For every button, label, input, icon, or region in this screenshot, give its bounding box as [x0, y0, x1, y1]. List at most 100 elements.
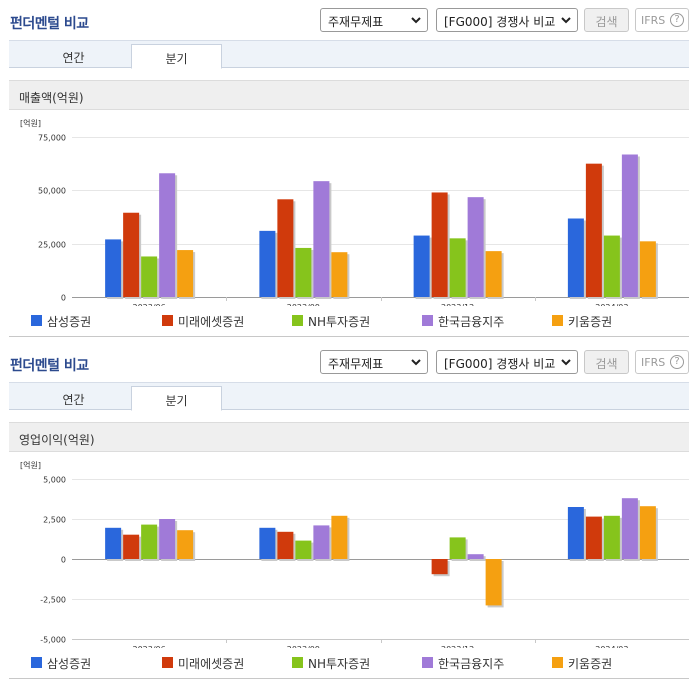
bar-0-3 [567, 218, 584, 297]
operating-income-bar-chart: -5,000 -2,500 0 2,500 5,000 2023/06 2023/09 202… [40, 476, 689, 648]
y-tick-label: 5,000 [43, 476, 66, 485]
bar-4-3 [639, 506, 656, 559]
tab-annual[interactable]: 연간 [62, 51, 85, 65]
bar-0-2 [413, 235, 430, 297]
search-button[interactable]: 검색 [584, 350, 629, 374]
legend-swatch [422, 315, 433, 326]
bar-1-3 [585, 516, 602, 559]
revenue-chart: [억원] 0 25,000 50,000 75,000 2023/06 2023/09 20… [9, 110, 689, 306]
legend-swatch [292, 315, 303, 326]
legend-swatch [31, 657, 42, 668]
statement-select[interactable]: 주재무제표 [320, 350, 428, 374]
tab-annual[interactable]: 연간 [62, 393, 85, 407]
legend-swatch [31, 315, 42, 326]
bar-2-3 [603, 235, 620, 297]
bar-3-1 [313, 181, 330, 297]
period-tabs: 연간 분기 [9, 40, 689, 69]
x-tick-label: 2023/12 [441, 303, 474, 306]
bar-3-0 [159, 519, 176, 559]
bar-3-1 [313, 525, 330, 559]
bar-4-1 [331, 515, 348, 559]
bar-2-3 [603, 515, 620, 559]
bar-1-1 [277, 199, 294, 297]
statement-select-value: 주재무제표 [328, 357, 384, 371]
y-tick-label: 75,000 [38, 134, 66, 143]
y-tick-label: -2,500 [40, 596, 66, 605]
bar-2-1 [295, 540, 312, 559]
bar-4-3 [639, 241, 656, 297]
x-tick-label: 2023/09 [287, 645, 320, 648]
search-button[interactable]: 검색 [584, 8, 629, 32]
peer-compare-select-value: [FG000] 경쟁사 비교 [444, 357, 556, 371]
legend-swatch [552, 315, 563, 326]
bar-3-2 [467, 197, 484, 297]
y-tick-label: 0 [61, 294, 66, 303]
legend-label: 한국금융지주 [438, 657, 505, 671]
legend-swatch [292, 657, 303, 668]
legend-swatch [162, 315, 173, 326]
operating-income-chart: [억원] -5,000 -2,500 0 2,500 5,000 2023/06 2023/… [9, 452, 689, 648]
section-header: 펀더멘털 비교 주재무제표 [FG000] 경쟁사 비교 검색 IFRS ? [0, 342, 696, 382]
bar-4-1 [331, 252, 348, 297]
chart-unit-label: [억원] [20, 119, 41, 128]
tab-quarterly[interactable]: 분기 [131, 44, 222, 69]
statement-select[interactable]: 주재무제표 [320, 8, 428, 32]
x-tick-label: 2024/03 [595, 303, 628, 306]
section-title: 펀더멘털 비교 [10, 358, 89, 374]
chevron-down-icon [561, 359, 571, 366]
metric-label: 영업이익(억원) [9, 422, 689, 452]
bar-2-1 [295, 247, 312, 297]
peer-compare-select[interactable]: [FG000] 경쟁사 비교 [436, 350, 578, 374]
y-tick-label: 25,000 [38, 241, 66, 250]
legend-swatch [162, 657, 173, 668]
bar-3-2 [467, 554, 484, 559]
bar-0-0 [105, 239, 122, 297]
fundamental-compare-section-operating-income: 펀더멘털 비교 주재무제표 [FG000] 경쟁사 비교 검색 IFRS ? 연… [0, 342, 696, 684]
bar-1-2 [431, 559, 448, 575]
bar-2-2 [449, 537, 466, 559]
bar-1-3 [585, 163, 602, 297]
chart-legend: 삼성증권 미래에셋증권 NH투자증권 한국금융지주 키움증권 [9, 652, 689, 674]
chart-legend: 삼성증권 미래에셋증권 NH투자증권 한국금융지주 키움증권 [9, 310, 689, 332]
legend-swatch [552, 657, 563, 668]
bar-2-0 [141, 524, 158, 559]
fundamental-compare-section-revenue: 펀더멘털 비교 주재무제표 [FG000] 경쟁사 비교 검색 IFRS ? 연… [0, 0, 696, 337]
legend-label: NH투자증권 [308, 657, 371, 671]
period-tabs: 연간 분기 [9, 382, 689, 411]
ifrs-help-button[interactable]: IFRS ? [635, 350, 689, 374]
ifrs-help-button[interactable]: IFRS ? [635, 8, 689, 32]
bar-1-0 [123, 212, 140, 297]
bar-3-3 [621, 154, 638, 297]
legend-label: 미래에셋증권 [178, 657, 245, 671]
y-tick-label: 50,000 [38, 187, 66, 196]
chevron-down-icon [561, 17, 571, 24]
statement-select-value: 주재무제표 [328, 15, 384, 29]
chart-unit-label: [억원] [20, 461, 41, 470]
bar-0-0 [105, 527, 122, 559]
tab-quarterly[interactable]: 분기 [131, 386, 222, 411]
revenue-bar-chart: 0 25,000 50,000 75,000 2023/06 2023/09 2023/12… [38, 134, 689, 306]
chevron-down-icon [411, 17, 421, 24]
y-tick-label: 0 [61, 556, 66, 565]
x-tick-label: 2023/06 [133, 645, 166, 648]
bar-3-0 [159, 173, 176, 297]
bar-0-1 [259, 527, 276, 559]
legend-label: 한국금융지주 [438, 315, 505, 329]
section-title: 펀더멘털 비교 [10, 16, 89, 32]
y-tick-label: 2,500 [43, 516, 66, 525]
bar-2-0 [141, 256, 158, 297]
divider [9, 336, 689, 337]
legend-label: NH투자증권 [308, 315, 371, 329]
peer-compare-select[interactable]: [FG000] 경쟁사 비교 [436, 8, 578, 32]
peer-compare-select-value: [FG000] 경쟁사 비교 [444, 15, 556, 29]
chevron-down-icon [411, 359, 421, 366]
ifrs-label: IFRS [641, 356, 666, 369]
legend-label: 삼성증권 [47, 315, 92, 329]
bar-4-2 [485, 251, 502, 297]
question-icon: ? [670, 355, 684, 369]
legend-label: 미래에셋증권 [178, 315, 245, 329]
x-tick-label: 2024/03 [595, 645, 628, 648]
bar-4-2 [485, 559, 502, 606]
bar-3-3 [621, 498, 638, 559]
section-header: 펀더멘털 비교 주재무제표 [FG000] 경쟁사 비교 검색 IFRS ? [0, 0, 696, 40]
